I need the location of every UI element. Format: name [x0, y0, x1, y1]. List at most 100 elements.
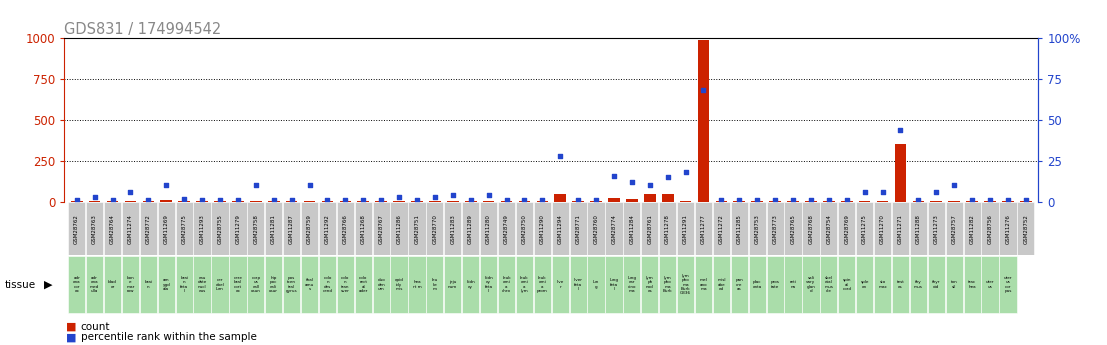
Bar — [229, 203, 247, 255]
Text: GSM28762: GSM28762 — [74, 214, 80, 244]
Text: GSM28752: GSM28752 — [1023, 214, 1028, 244]
Text: cer
ebel
lum: cer ebel lum — [216, 278, 225, 291]
Point — [265, 197, 282, 203]
Point — [803, 197, 820, 203]
Point — [569, 197, 587, 203]
Bar — [408, 203, 425, 255]
Point — [856, 189, 873, 195]
Point — [444, 193, 462, 198]
Point — [175, 196, 193, 201]
Text: thyr
oid: thyr oid — [932, 280, 941, 289]
Bar — [945, 256, 963, 313]
Bar — [859, 200, 870, 202]
Text: mel
ano
ma: mel ano ma — [700, 278, 707, 291]
Bar — [462, 256, 479, 313]
Text: lun
g: lun g — [593, 280, 599, 289]
Point — [372, 197, 390, 203]
Text: GSM11275: GSM11275 — [862, 214, 867, 244]
Text: plac
enta: plac enta — [753, 280, 762, 289]
Text: adr
ena
cor
ex: adr ena cor ex — [73, 276, 81, 293]
Text: hea
rt m: hea rt m — [413, 280, 422, 289]
Bar — [250, 200, 261, 202]
Bar — [982, 203, 999, 255]
Text: lym
pho
ma
Burk
G336: lym pho ma Burk G336 — [680, 274, 691, 295]
Bar — [623, 203, 641, 255]
Bar — [462, 203, 479, 255]
Bar — [873, 256, 891, 313]
Text: GSM28766: GSM28766 — [343, 214, 348, 244]
Bar — [766, 256, 784, 313]
Text: GSM11284: GSM11284 — [630, 214, 634, 244]
Text: leu
ke
m: leu ke m — [432, 278, 438, 291]
Bar — [104, 256, 121, 313]
Bar — [375, 200, 387, 202]
Bar — [319, 203, 337, 255]
Point — [928, 189, 945, 195]
Point — [85, 194, 104, 200]
Bar — [695, 256, 712, 313]
Bar — [713, 256, 730, 313]
Text: kidn
ey: kidn ey — [466, 280, 475, 289]
Point — [1017, 197, 1035, 203]
Text: pan
cre
as: pan cre as — [735, 278, 743, 291]
Bar — [910, 256, 927, 313]
Text: sple
en: sple en — [860, 280, 869, 289]
Bar — [265, 203, 282, 255]
Text: leuk
emi
a
lym: leuk emi a lym — [520, 276, 529, 293]
Bar — [982, 256, 999, 313]
Text: misl
abe
ed: misl abe ed — [717, 278, 726, 291]
Bar — [354, 256, 372, 313]
Bar — [139, 203, 157, 255]
Bar — [608, 198, 620, 202]
Bar — [534, 256, 551, 313]
Text: GSM28770: GSM28770 — [433, 214, 437, 244]
Bar — [194, 203, 210, 255]
Bar — [534, 203, 551, 255]
Text: GSM11280: GSM11280 — [486, 214, 492, 244]
Point — [534, 197, 551, 203]
Bar — [391, 203, 407, 255]
Text: cau
date
nucl
eus: cau date nucl eus — [197, 276, 207, 293]
Bar — [444, 203, 462, 255]
Text: GSM28763: GSM28763 — [92, 214, 97, 244]
Text: ■: ■ — [66, 333, 76, 342]
Bar — [161, 200, 172, 202]
Point — [606, 173, 623, 178]
Bar — [697, 40, 710, 202]
Bar — [498, 203, 515, 255]
Bar — [748, 256, 766, 313]
Bar — [1000, 256, 1016, 313]
Bar — [931, 201, 942, 202]
Text: ton
sil: ton sil — [951, 280, 958, 289]
Bar — [555, 194, 566, 202]
Text: GSM28751: GSM28751 — [414, 214, 420, 244]
Bar — [86, 203, 103, 255]
Bar — [588, 256, 604, 313]
Bar — [856, 256, 873, 313]
Bar — [480, 203, 497, 255]
Text: ▶: ▶ — [44, 280, 53, 289]
Text: GSM28773: GSM28773 — [773, 214, 777, 244]
Point — [479, 193, 497, 198]
Text: GSM11277: GSM11277 — [701, 214, 706, 244]
Bar — [283, 256, 300, 313]
Bar — [892, 203, 909, 255]
Text: GSM28759: GSM28759 — [307, 214, 312, 244]
Text: brai
n: brai n — [144, 280, 153, 289]
Point — [713, 197, 731, 203]
Bar — [391, 256, 407, 313]
Text: tissue: tissue — [4, 280, 35, 289]
Text: GSM11286: GSM11286 — [396, 214, 402, 244]
Text: GSM28765: GSM28765 — [790, 214, 796, 244]
Text: uter
us
cor
pus: uter us cor pus — [1004, 276, 1012, 293]
Text: lym
pho
ma
Burk: lym pho ma Burk — [663, 276, 672, 293]
Text: spin
al
cord: spin al cord — [842, 278, 851, 291]
Bar — [480, 256, 497, 313]
Bar — [498, 256, 515, 313]
Text: GSM28767: GSM28767 — [379, 214, 384, 244]
Text: GSM28754: GSM28754 — [826, 214, 831, 244]
Text: GSM28749: GSM28749 — [504, 214, 509, 244]
Point — [247, 183, 265, 188]
Bar — [623, 256, 641, 313]
Point — [623, 179, 641, 185]
